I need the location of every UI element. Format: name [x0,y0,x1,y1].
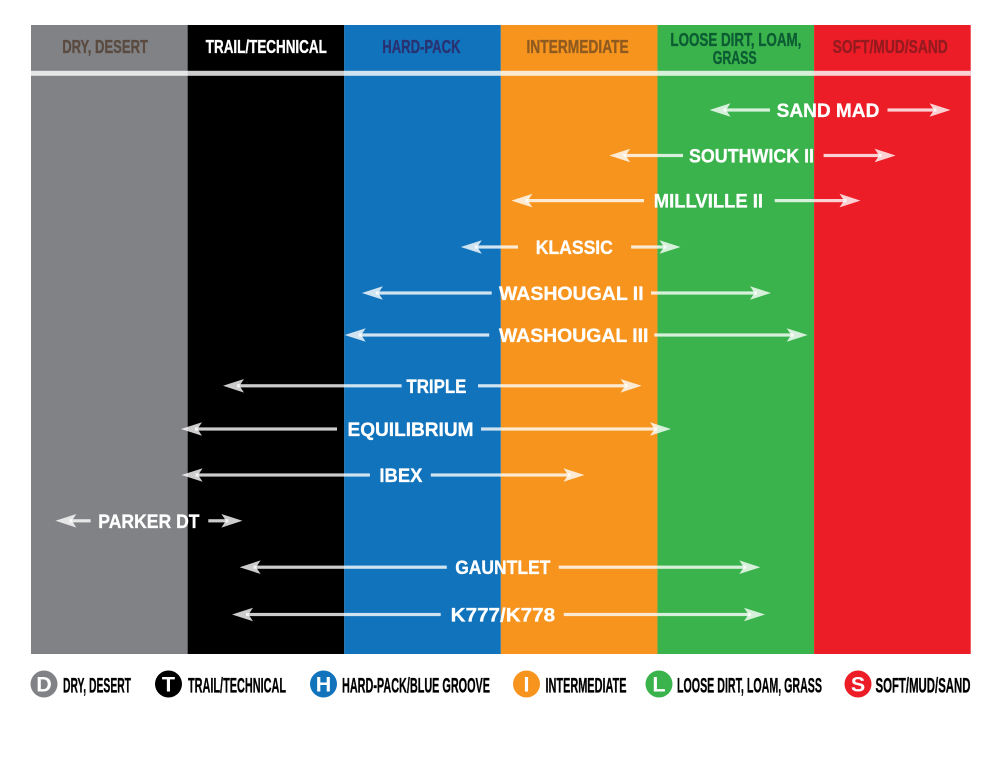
svg-text:LOOSE DIRT, LOAM, GRASS: LOOSE DIRT, LOAM, GRASS [677,674,822,698]
svg-text:K777/K778: K777/K778 [451,605,556,627]
svg-text:HARD-PACK/BLUE GROOVE: HARD-PACK/BLUE GROOVE [342,674,490,698]
svg-text:MILLVILLE II: MILLVILLE II [654,191,763,213]
svg-text:EQUILIBRIUM: EQUILIBRIUM [348,419,474,441]
svg-text:SAND MAD: SAND MAD [777,100,880,122]
svg-text:TRIPLE: TRIPLE [406,376,466,398]
svg-text:GRASS: GRASS [713,48,757,68]
svg-text:PARKER DT: PARKER DT [98,511,199,533]
svg-text:SOFT/MUD/SAND: SOFT/MUD/SAND [833,37,948,57]
svg-text:SOFT/MUD/SAND: SOFT/MUD/SAND [876,674,971,698]
svg-text:GAUNTLET: GAUNTLET [455,557,550,579]
svg-text:IBEX: IBEX [379,465,422,487]
svg-text:INTERMEDIATE: INTERMEDIATE [546,674,627,698]
svg-text:WASHOUGAL II: WASHOUGAL II [499,283,644,305]
svg-text:SOUTHWICK II: SOUTHWICK II [689,146,814,168]
svg-text:D: D [36,673,52,697]
svg-text:H: H [316,673,332,697]
svg-text:I: I [524,673,530,697]
svg-text:DRY, DESERT: DRY, DESERT [62,37,148,57]
svg-text:WASHOUGAL III: WASHOUGAL III [499,325,649,347]
svg-text:TRAIL/TECHNICAL: TRAIL/TECHNICAL [188,674,286,698]
svg-text:KLASSIC: KLASSIC [536,237,613,259]
svg-text:L: L [652,673,665,697]
svg-text:TRAIL/TECHNICAL: TRAIL/TECHNICAL [206,37,327,57]
svg-text:T: T [162,673,175,697]
svg-text:LOOSE DIRT, LOAM,: LOOSE DIRT, LOAM, [670,30,801,50]
svg-text:DRY, DESERT: DRY, DESERT [63,674,131,698]
svg-text:INTERMEDIATE: INTERMEDIATE [526,37,628,57]
svg-text:HARD-PACK: HARD-PACK [382,37,460,57]
svg-text:S: S [851,673,865,697]
